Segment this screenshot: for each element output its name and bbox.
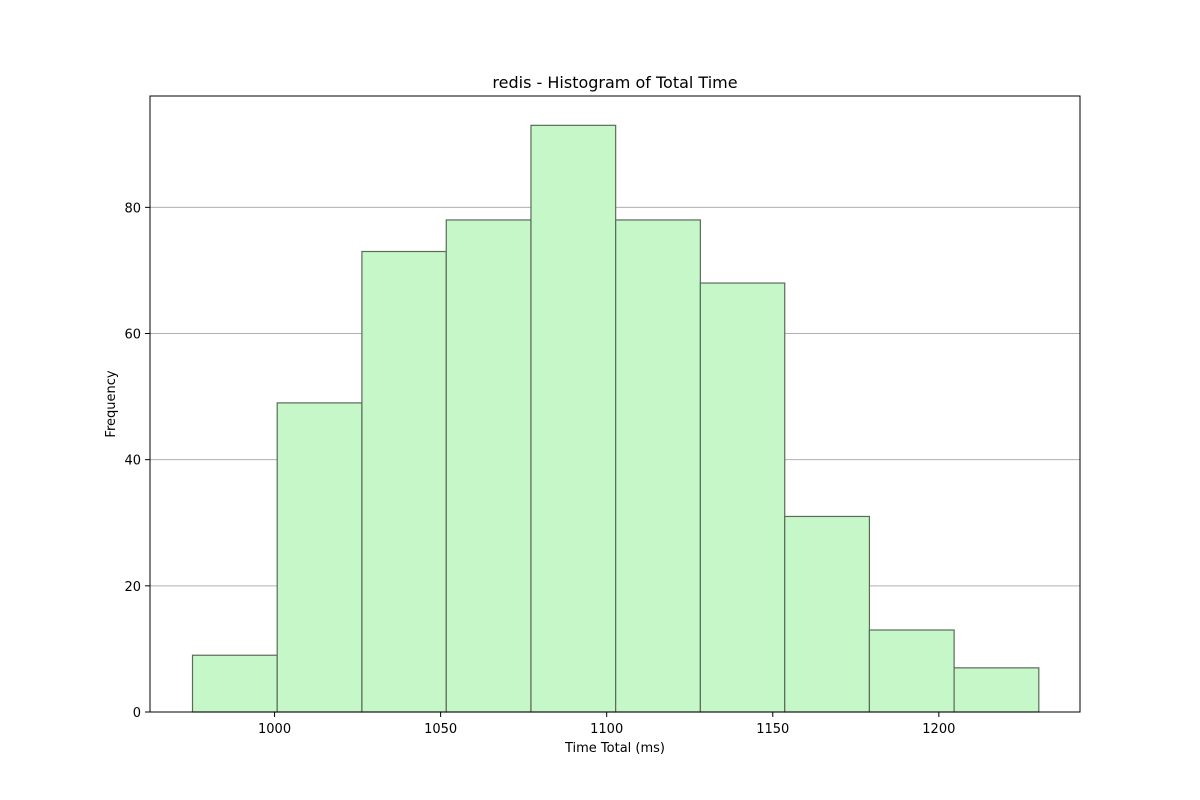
y-axis-ticks: 0 20 40 60 80 xyxy=(124,201,150,721)
x-axis-label: Time Total (ms) xyxy=(564,741,665,756)
histogram-bar xyxy=(191,654,278,713)
histogram-bar xyxy=(530,124,617,713)
histogram-bar xyxy=(868,629,955,713)
histogram-bar xyxy=(361,250,447,713)
plot-area-frame xyxy=(149,95,1081,713)
histogram-bar xyxy=(953,667,1040,713)
x-axis-ticks: 1000 1050 1100 1150 1200 xyxy=(258,712,955,737)
x-tick-label: 1150 xyxy=(756,722,789,737)
y-tick-label: 60 xyxy=(124,328,141,343)
histogram-bar xyxy=(784,515,871,713)
histogram-bar xyxy=(615,219,701,713)
histogram-bar xyxy=(276,402,363,713)
x-tick-label: 1200 xyxy=(922,722,955,737)
chart-title: redis - Histogram of Total Time xyxy=(492,73,737,92)
y-tick-label: 0 xyxy=(133,706,141,721)
x-tick-label: 1050 xyxy=(424,722,457,737)
y-axis-label: Frequency xyxy=(104,370,119,437)
histogram-bar xyxy=(445,219,532,713)
histogram-bar xyxy=(699,282,786,713)
x-tick-label: 1100 xyxy=(590,722,623,737)
y-tick-label: 20 xyxy=(124,580,141,595)
y-tick-label: 40 xyxy=(124,454,141,469)
bars xyxy=(191,124,1040,713)
y-tick-label: 80 xyxy=(124,201,141,216)
x-tick-label: 1000 xyxy=(258,722,291,737)
